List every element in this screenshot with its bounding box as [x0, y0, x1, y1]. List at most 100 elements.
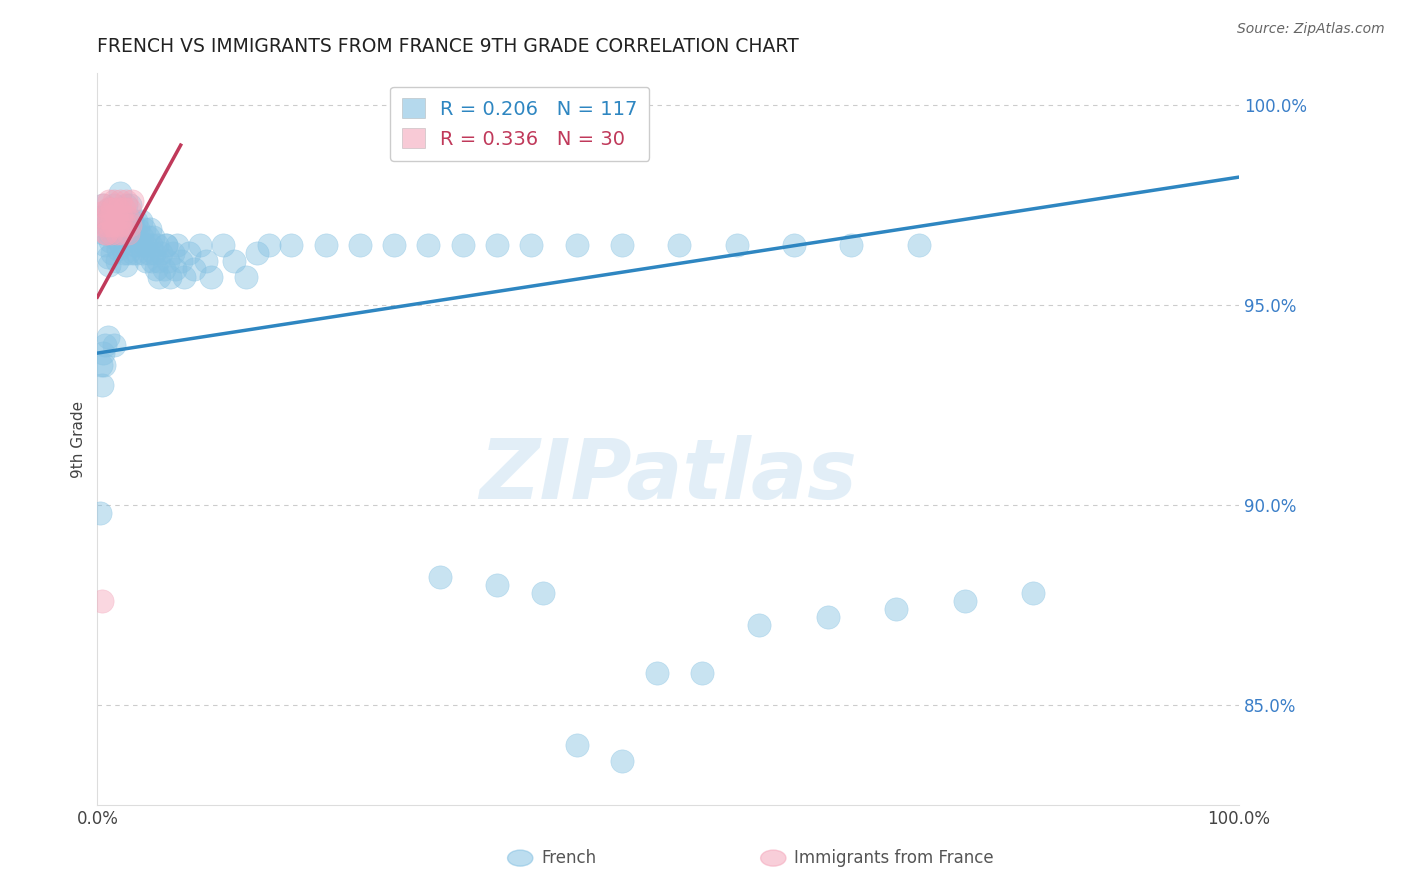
Point	[382, 238, 405, 252]
Point	[115, 230, 138, 244]
Point	[118, 222, 141, 236]
Point	[115, 194, 138, 208]
Point	[200, 270, 222, 285]
Point	[129, 214, 152, 228]
Point	[110, 238, 132, 252]
Point	[93, 358, 115, 372]
Point	[725, 238, 748, 252]
Point	[170, 254, 193, 268]
Point	[94, 338, 117, 352]
Point	[107, 202, 129, 216]
Point	[104, 206, 127, 220]
Point	[162, 246, 184, 260]
Point	[91, 198, 114, 212]
Point	[246, 246, 269, 260]
Point	[111, 214, 134, 228]
Point	[124, 238, 146, 252]
Point	[173, 270, 195, 285]
Point	[817, 610, 839, 624]
Point	[668, 238, 690, 252]
Point	[645, 666, 668, 681]
Point	[108, 194, 131, 208]
Point	[224, 254, 246, 268]
Point	[141, 254, 163, 268]
Point	[107, 242, 129, 256]
Point	[886, 602, 908, 616]
Point	[120, 198, 142, 212]
Point	[183, 262, 205, 277]
Point	[612, 754, 634, 768]
Point	[111, 230, 134, 244]
Point	[136, 230, 159, 244]
Point	[117, 246, 139, 260]
Point	[107, 226, 129, 240]
Point	[94, 210, 117, 224]
Point	[565, 238, 588, 252]
Text: FRENCH VS IMMIGRANTS FROM FRANCE 9TH GRADE CORRELATION CHART: FRENCH VS IMMIGRANTS FROM FRANCE 9TH GRA…	[97, 37, 799, 56]
Point	[91, 346, 114, 360]
Point	[96, 226, 118, 240]
Point	[121, 230, 143, 244]
Text: Immigrants from France: Immigrants from France	[794, 849, 994, 867]
Point	[112, 246, 135, 260]
Point	[94, 238, 117, 252]
Point	[257, 238, 280, 252]
Point	[89, 506, 111, 520]
Point	[120, 218, 142, 232]
Point	[1022, 586, 1045, 600]
Point	[166, 238, 188, 252]
Point	[135, 254, 157, 268]
Point	[108, 186, 131, 201]
Point	[93, 218, 115, 232]
Point	[159, 270, 181, 285]
Point	[121, 246, 143, 260]
Point	[127, 230, 149, 244]
Point	[115, 198, 138, 212]
Point	[90, 378, 112, 392]
Point	[125, 214, 148, 228]
Point	[108, 210, 131, 224]
Point	[138, 246, 160, 260]
Point	[110, 210, 132, 224]
Point	[128, 238, 150, 252]
Point	[114, 218, 136, 232]
Point	[908, 238, 931, 252]
Point	[97, 202, 120, 216]
Point	[349, 238, 371, 252]
Point	[485, 238, 508, 252]
Point	[485, 578, 508, 592]
Point	[155, 238, 177, 252]
Point	[103, 230, 125, 244]
Point	[155, 238, 177, 252]
Point	[127, 222, 149, 236]
Point	[97, 330, 120, 344]
Point	[114, 222, 136, 236]
Point	[97, 250, 120, 264]
Point	[692, 666, 714, 681]
Point	[565, 738, 588, 752]
Point	[163, 262, 186, 277]
Point	[280, 238, 302, 252]
Point	[429, 570, 451, 584]
Point	[145, 238, 167, 252]
Point	[96, 218, 118, 232]
Point	[122, 222, 145, 236]
Point	[146, 254, 169, 268]
Point	[90, 206, 112, 220]
Point	[103, 218, 125, 232]
Point	[134, 222, 156, 236]
Point	[782, 238, 804, 252]
Point	[103, 222, 125, 236]
Point	[105, 226, 128, 240]
Point	[97, 226, 120, 240]
Point	[139, 222, 162, 236]
Text: Source: ZipAtlas.com: Source: ZipAtlas.com	[1237, 22, 1385, 37]
Point	[148, 270, 170, 285]
Point	[145, 262, 167, 277]
Point	[97, 194, 120, 208]
Point	[115, 214, 138, 228]
Point	[100, 226, 122, 240]
Point	[112, 202, 135, 216]
Point	[115, 258, 138, 272]
Point	[612, 238, 634, 252]
